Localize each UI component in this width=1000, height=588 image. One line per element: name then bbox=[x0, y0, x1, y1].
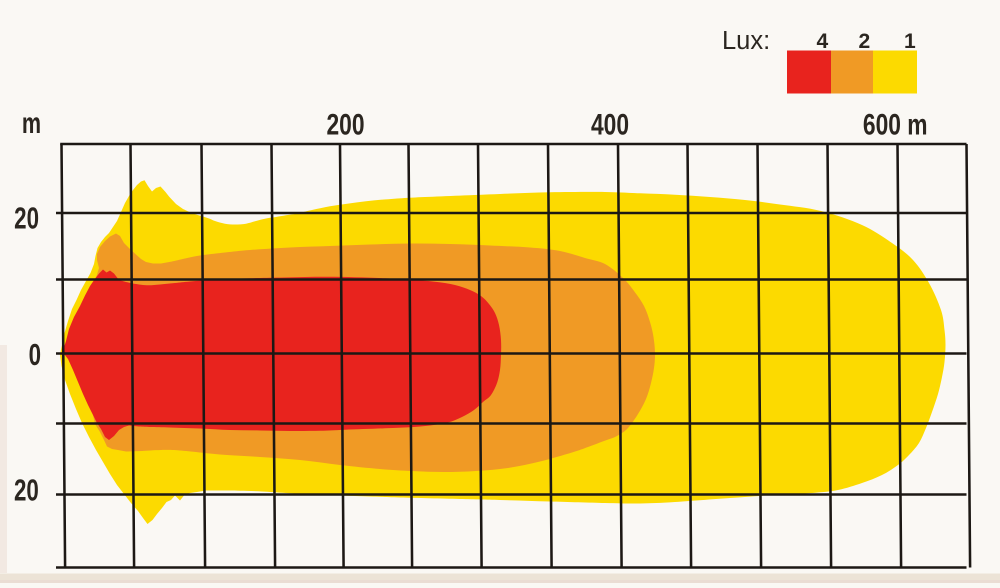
svg-text:1: 1 bbox=[904, 29, 916, 53]
svg-text:m: m bbox=[22, 105, 41, 139]
svg-text:0: 0 bbox=[29, 337, 41, 371]
svg-text:4: 4 bbox=[817, 29, 829, 53]
svg-text:200: 200 bbox=[326, 107, 364, 141]
svg-text:Lux:: Lux: bbox=[722, 27, 770, 55]
svg-text:400: 400 bbox=[591, 107, 629, 141]
svg-text:20: 20 bbox=[14, 201, 39, 235]
svg-text:600 m: 600 m bbox=[863, 107, 928, 141]
svg-text:20: 20 bbox=[14, 473, 39, 507]
svg-text:2: 2 bbox=[859, 29, 871, 53]
